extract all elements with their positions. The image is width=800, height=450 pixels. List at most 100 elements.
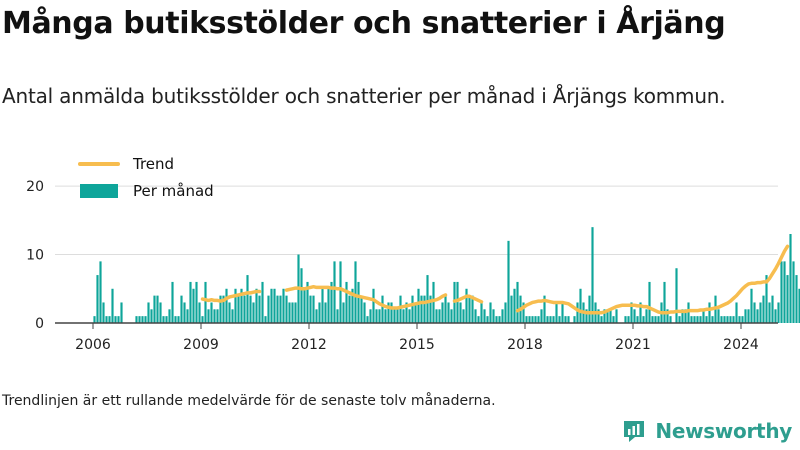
bar [360,295,363,323]
bar [165,316,168,323]
x-tick-label: 2009 [183,337,219,353]
bar [402,309,405,323]
bar [588,295,591,323]
bar [339,261,342,323]
bar [762,295,765,323]
bar [444,295,447,323]
bar [636,316,639,323]
bar [705,316,708,323]
bar [702,309,705,323]
bar [681,309,684,323]
bar [384,309,387,323]
bar [792,261,795,323]
bar [462,309,465,323]
bar [348,295,351,323]
bar [708,302,711,323]
bar [246,275,249,323]
bar [795,275,798,323]
bar [513,288,516,323]
bar [330,281,333,323]
bar [522,302,525,323]
bar [198,302,201,323]
bar [498,316,501,323]
bar [678,316,681,323]
bar [726,316,729,323]
bar [276,295,279,323]
bar [213,309,216,323]
bar [378,309,381,323]
bar [324,302,327,323]
bar [147,302,150,323]
bar [417,288,420,323]
bar [267,295,270,323]
bar [318,302,321,323]
bar [609,309,612,323]
bar [504,302,507,323]
bar [615,309,618,323]
x-tick-label: 2024 [723,337,759,353]
bar [510,295,513,323]
bar [642,316,645,323]
bar [312,295,315,323]
bar [564,316,567,323]
bar [405,302,408,323]
bar [534,316,537,323]
bar [723,316,726,323]
bar [471,295,474,323]
bar [96,275,99,323]
bar [744,309,747,323]
y-tick-label: 10 [26,248,44,264]
bar [438,309,441,323]
bar [219,295,222,323]
bar [93,316,96,323]
trend-line [200,244,790,315]
bar [675,268,678,323]
bar [396,309,399,323]
bar [309,295,312,323]
bar [99,261,102,323]
bar-chart-logo-icon [624,421,645,442]
brand-name: Newsworthy [655,419,792,443]
x-tick-label: 2015 [399,337,435,353]
bar [375,309,378,323]
bar [180,295,183,323]
trend-segment [515,244,790,315]
bar [468,295,471,323]
bar [102,302,105,323]
bar [144,316,147,323]
bar [201,316,204,323]
bar [525,316,528,323]
bar [366,316,369,323]
bar [189,281,192,323]
bar [786,275,789,323]
bar [321,288,324,323]
brand-logo[interactable]: Newsworthy [621,418,792,444]
bar [273,288,276,323]
bar [210,302,213,323]
bar [108,316,111,323]
bar [489,302,492,323]
bar [780,261,783,323]
bar [645,309,648,323]
bar [414,302,417,323]
bar [741,316,744,323]
bar [255,288,258,323]
bar [183,302,186,323]
bar [657,316,660,323]
legend: Trend Per månad [78,155,214,200]
bar [249,295,252,323]
bar [240,288,243,323]
bar [420,295,423,323]
bar [354,261,357,323]
bar [351,288,354,323]
bar [606,309,609,323]
y-tick-label: 20 [26,179,44,195]
bar [303,288,306,323]
grid-lines [55,185,778,256]
bar [558,316,561,323]
bar [252,302,255,323]
bar [342,302,345,323]
bar [720,316,723,323]
bar [540,309,543,323]
bar [771,295,774,323]
